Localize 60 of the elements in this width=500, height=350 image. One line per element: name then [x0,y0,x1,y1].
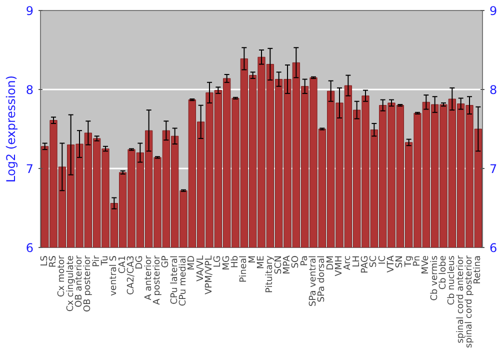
y-tick-label: 7 [26,162,34,176]
x-tick-label: M [248,256,258,264]
x-tick-label: Pineal [239,255,250,282]
x-tick-label: Retina [473,255,484,284]
x-tick-label: LS [40,255,50,266]
y2-tick-label: 7 [490,162,498,176]
x-tick-label: RS [48,255,58,268]
x-tick-label: spinal cord anterior [456,255,466,344]
x-tick-label: SCN [274,255,284,274]
x-tick-label: SN [395,255,406,268]
y2-tick-label: 6 [490,241,498,255]
x-tick-label: PAG [360,255,370,274]
x-tick-label: ventral S [109,255,120,296]
x-tick-label: VTA [386,254,396,273]
y2-tick-label: 8 [490,83,498,97]
x-tick-label: CPu lateral [170,255,180,304]
x-tick-label: VMH [334,255,344,276]
x-tick-label: CPu medial [178,255,188,306]
x-tick-label: ME [256,255,266,269]
x-tick-label: VA/VL [196,255,206,282]
x-tick-label: Pn [412,255,422,266]
x-tick-label: Arc [343,255,354,270]
x-tick-label: SC [369,255,380,268]
y-tick-label: 9 [26,4,34,18]
x-tick-label: MG [222,255,232,270]
x-tick-label: SO [291,256,302,268]
x-tick-label: A posterior [152,255,162,305]
x-tick-label: Cb lobe [438,255,448,290]
x-tick-label: MPA [282,254,292,274]
x-tick-label: OB anterior [74,255,84,308]
x-tick-label: Cx cingulate [66,255,76,312]
x-tick-label: SPa dorsal [317,255,328,302]
x-tick-label: LG [213,255,224,268]
x-tick-label: Pa [300,255,310,266]
x-tick-label: CA1 [118,255,128,274]
y2-tick-label: 9 [490,4,498,18]
x-tick-label: MD [187,255,198,270]
y-axis-title: Log2 (expression) [4,76,18,182]
x-tick-label: Tu [100,255,110,266]
x-tick-label: LH [352,255,362,268]
x-tick-label: A anterior [144,255,154,300]
x-tick-label: spinal cord posterior [464,255,474,348]
x-tick-label: Tg [404,255,414,268]
x-tick-label: Cb vermis [430,255,440,301]
x-tick-label: MVe [421,255,432,274]
x-tick-label: SPa ventral [308,255,318,306]
x-tick-label: GP [161,254,172,268]
y-tick-label: 6 [26,241,34,255]
x-tick-label: Pir [92,255,102,267]
x-tick-label: Cx motor [57,255,68,297]
x-tick-label: IC [378,255,388,264]
x-tick-label: OB posterior [83,255,94,312]
x-tick-label: DG [135,255,146,270]
x-tick-label: VPM/VPL [204,255,214,294]
x-tick-label: Pituitary [265,254,276,294]
x-tick-label: Hb [230,255,240,268]
x-tick-label: DM [326,255,336,270]
x-tick-label: Cb nucleus [447,255,458,306]
x-tick-label: CA2/CA3 [126,255,136,295]
y-tick-label: 8 [26,83,34,97]
